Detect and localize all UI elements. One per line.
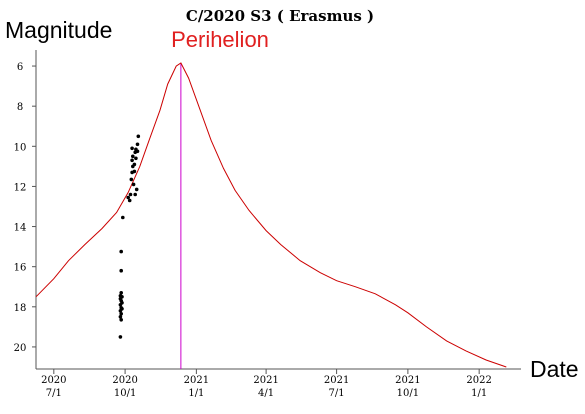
observation-point [120,295,124,299]
observation-point [131,154,135,159]
x-tick-md: 10/1 [397,388,419,399]
observation-point [119,291,123,295]
observation-point [118,335,123,339]
x-tick-year: 2021 [184,375,209,386]
y-tick-label: 16 [14,263,27,274]
observation-point [130,146,134,151]
observation-point [118,315,123,319]
x-tick-md: 1/1 [471,388,487,399]
x-tick-year: 2022 [466,375,491,386]
observation-point [132,169,137,174]
observation-point [121,215,125,220]
x-tick-md: 7/1 [46,388,62,399]
observation-point [120,301,124,305]
y-axis-ticks: 6 8 10 12 14 16 18 20 [14,62,36,354]
x-axis-ticks: 2020 7/1 2020 10/1 2021 1/1 2021 4/1 2021 7/1 2021… [41,369,492,399]
chart-title: C/2020 S3 ( Erasmus ) [186,7,374,25]
y-tick-label: 14 [14,223,27,234]
observation-point [134,156,138,161]
observation-point [131,182,136,187]
observation-point [119,249,123,254]
observation-point [130,158,134,163]
plot-frame [35,50,521,370]
observation-point [136,134,141,139]
observation-point [119,318,123,322]
observation-point [134,187,139,192]
x-tick-year: 2021 [395,375,420,386]
x-tick-md: 1/1 [188,388,204,399]
x-tick-md: 10/1 [114,388,136,399]
y-tick-label: 20 [14,343,27,354]
observation-point [119,312,123,316]
observation-point [126,195,130,200]
x-tick-year: 2021 [253,375,278,386]
y-tick-label: 18 [14,303,27,314]
perihelion-label: Perihelion [171,27,269,52]
y-tick-label: 10 [14,142,27,153]
x-tick-year: 2021 [324,375,349,386]
observation-point [128,192,133,197]
x-tick-year: 2020 [112,375,137,386]
x-tick-md: 7/1 [329,388,345,399]
observation-point [135,149,140,154]
y-tick-label: 6 [17,62,23,73]
y-tick-label: 12 [14,182,27,193]
x-axis-title: Date [530,356,579,382]
y-tick-label: 8 [17,102,23,113]
observation-point [129,177,134,182]
observation-point [135,142,140,147]
observation-point [127,198,132,203]
x-tick-md: 4/1 [258,388,274,399]
observation-point [119,268,123,273]
observations [118,134,141,339]
x-tick-year: 2020 [41,375,66,386]
observation-point [120,307,124,311]
y-axis-title: Magnitude [5,17,112,43]
observation-point [133,192,137,197]
observation-point [132,162,137,167]
predicted-magnitude-curve [35,62,507,368]
